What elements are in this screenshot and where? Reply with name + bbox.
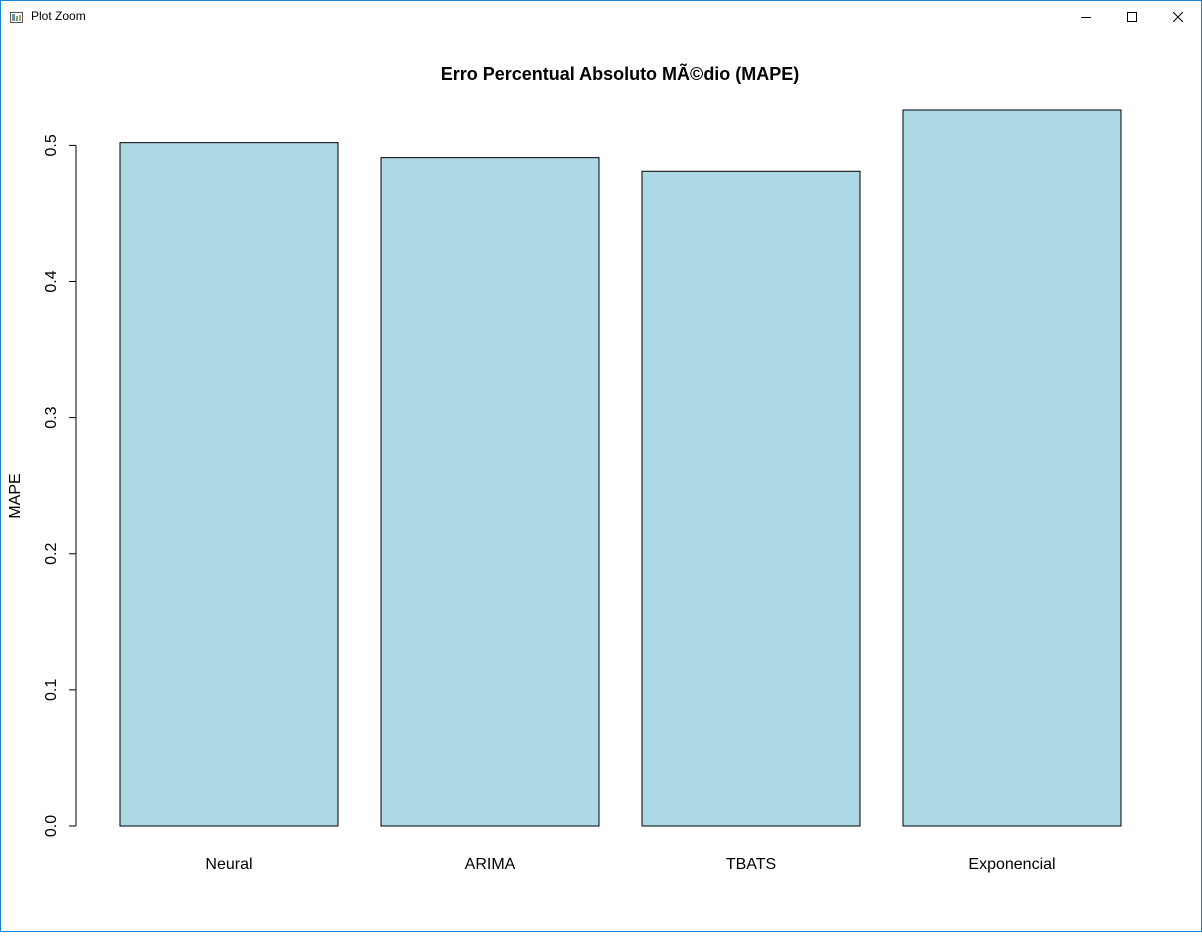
x-tick-label: Exponencial xyxy=(968,856,1055,873)
window-title: Plot Zoom xyxy=(31,9,86,23)
title-bar[interactable]: Plot Zoom xyxy=(1,1,1201,32)
chart-title: Erro Percentual Absoluto MÃ©dio (MAPE) xyxy=(441,63,800,84)
minimize-button[interactable] xyxy=(1063,1,1109,32)
x-tick-label: ARIMA xyxy=(465,856,516,873)
maximize-icon xyxy=(1127,11,1137,22)
bar-tbats xyxy=(641,170,861,827)
y-tick-label: 0.0 xyxy=(43,815,60,837)
bar-arima xyxy=(380,157,600,827)
bar-chart: Erro Percentual Absoluto MÃ©dio (MAPE) M… xyxy=(7,63,1122,873)
bar-neural xyxy=(119,142,339,827)
y-axis-label: MAPE xyxy=(7,473,24,518)
plot-window-icon xyxy=(10,10,23,23)
y-axis: 0.0 0.1 0.2 0.3 0.4 0.5 xyxy=(43,134,77,837)
y-tick-label: 0.2 xyxy=(43,543,60,565)
y-tick-label: 0.3 xyxy=(43,406,60,428)
x-tick-label: TBATS xyxy=(726,856,776,873)
x-tick-label: Neural xyxy=(205,856,252,873)
y-tick-label: 0.5 xyxy=(43,134,60,156)
close-button[interactable] xyxy=(1155,1,1201,32)
minimize-icon xyxy=(1081,12,1091,22)
bar-exponencial xyxy=(902,109,1122,827)
bars-group xyxy=(119,109,1122,827)
y-tick-label: 0.1 xyxy=(43,679,60,701)
x-axis-labels: Neural ARIMA TBATS Exponencial xyxy=(205,856,1055,873)
plot-area: Erro Percentual Absoluto MÃ©dio (MAPE) M… xyxy=(1,32,1201,931)
close-icon xyxy=(1173,11,1183,22)
y-tick-label: 0.4 xyxy=(43,270,60,292)
maximize-button[interactable] xyxy=(1109,1,1155,32)
